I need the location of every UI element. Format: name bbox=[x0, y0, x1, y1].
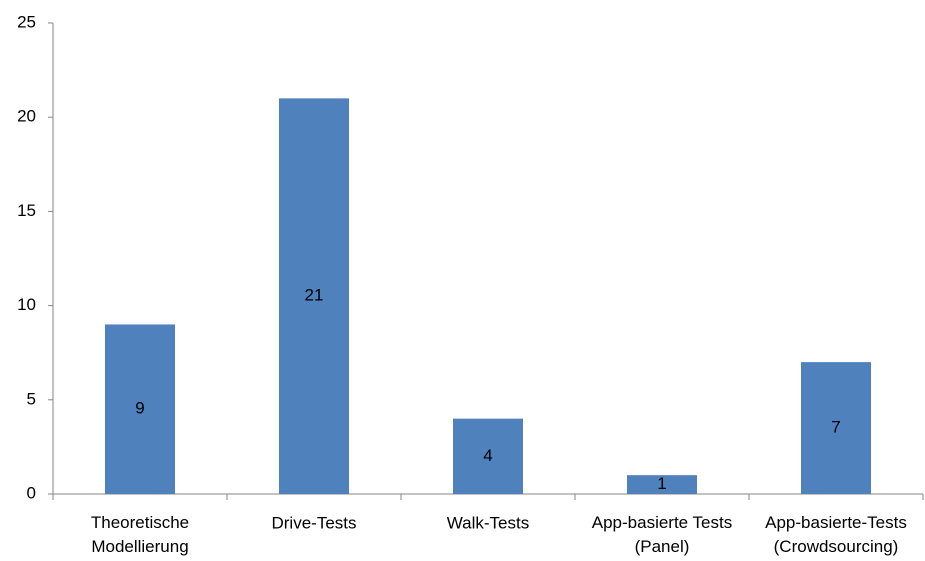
y-tick-label: 0 bbox=[27, 483, 36, 502]
data-label: 21 bbox=[305, 286, 324, 305]
x-tick-label: App-basierte Tests (Panel) bbox=[592, 513, 732, 556]
bar bbox=[801, 362, 871, 494]
bar bbox=[627, 475, 697, 494]
y-tick-label: 5 bbox=[27, 389, 36, 408]
x-tick-label: Walk-Tests bbox=[447, 513, 530, 532]
y-tick-label: 10 bbox=[17, 295, 36, 314]
bar bbox=[453, 418, 523, 494]
data-label: 1 bbox=[657, 474, 666, 493]
x-tick-label: Theoretische Modellierung bbox=[91, 513, 189, 556]
y-tick-label: 20 bbox=[17, 107, 36, 126]
data-label: 9 bbox=[135, 399, 144, 418]
data-label: 7 bbox=[831, 418, 840, 437]
x-tick-label: App-basierte-Tests (Crowdsourcing) bbox=[765, 513, 907, 556]
bar bbox=[105, 324, 175, 494]
bar bbox=[279, 98, 349, 495]
x-tick-label: Drive-Tests bbox=[271, 513, 356, 532]
data-label: 4 bbox=[483, 446, 492, 465]
y-tick-label: 25 bbox=[17, 12, 36, 31]
y-tick-label: 15 bbox=[17, 201, 36, 220]
